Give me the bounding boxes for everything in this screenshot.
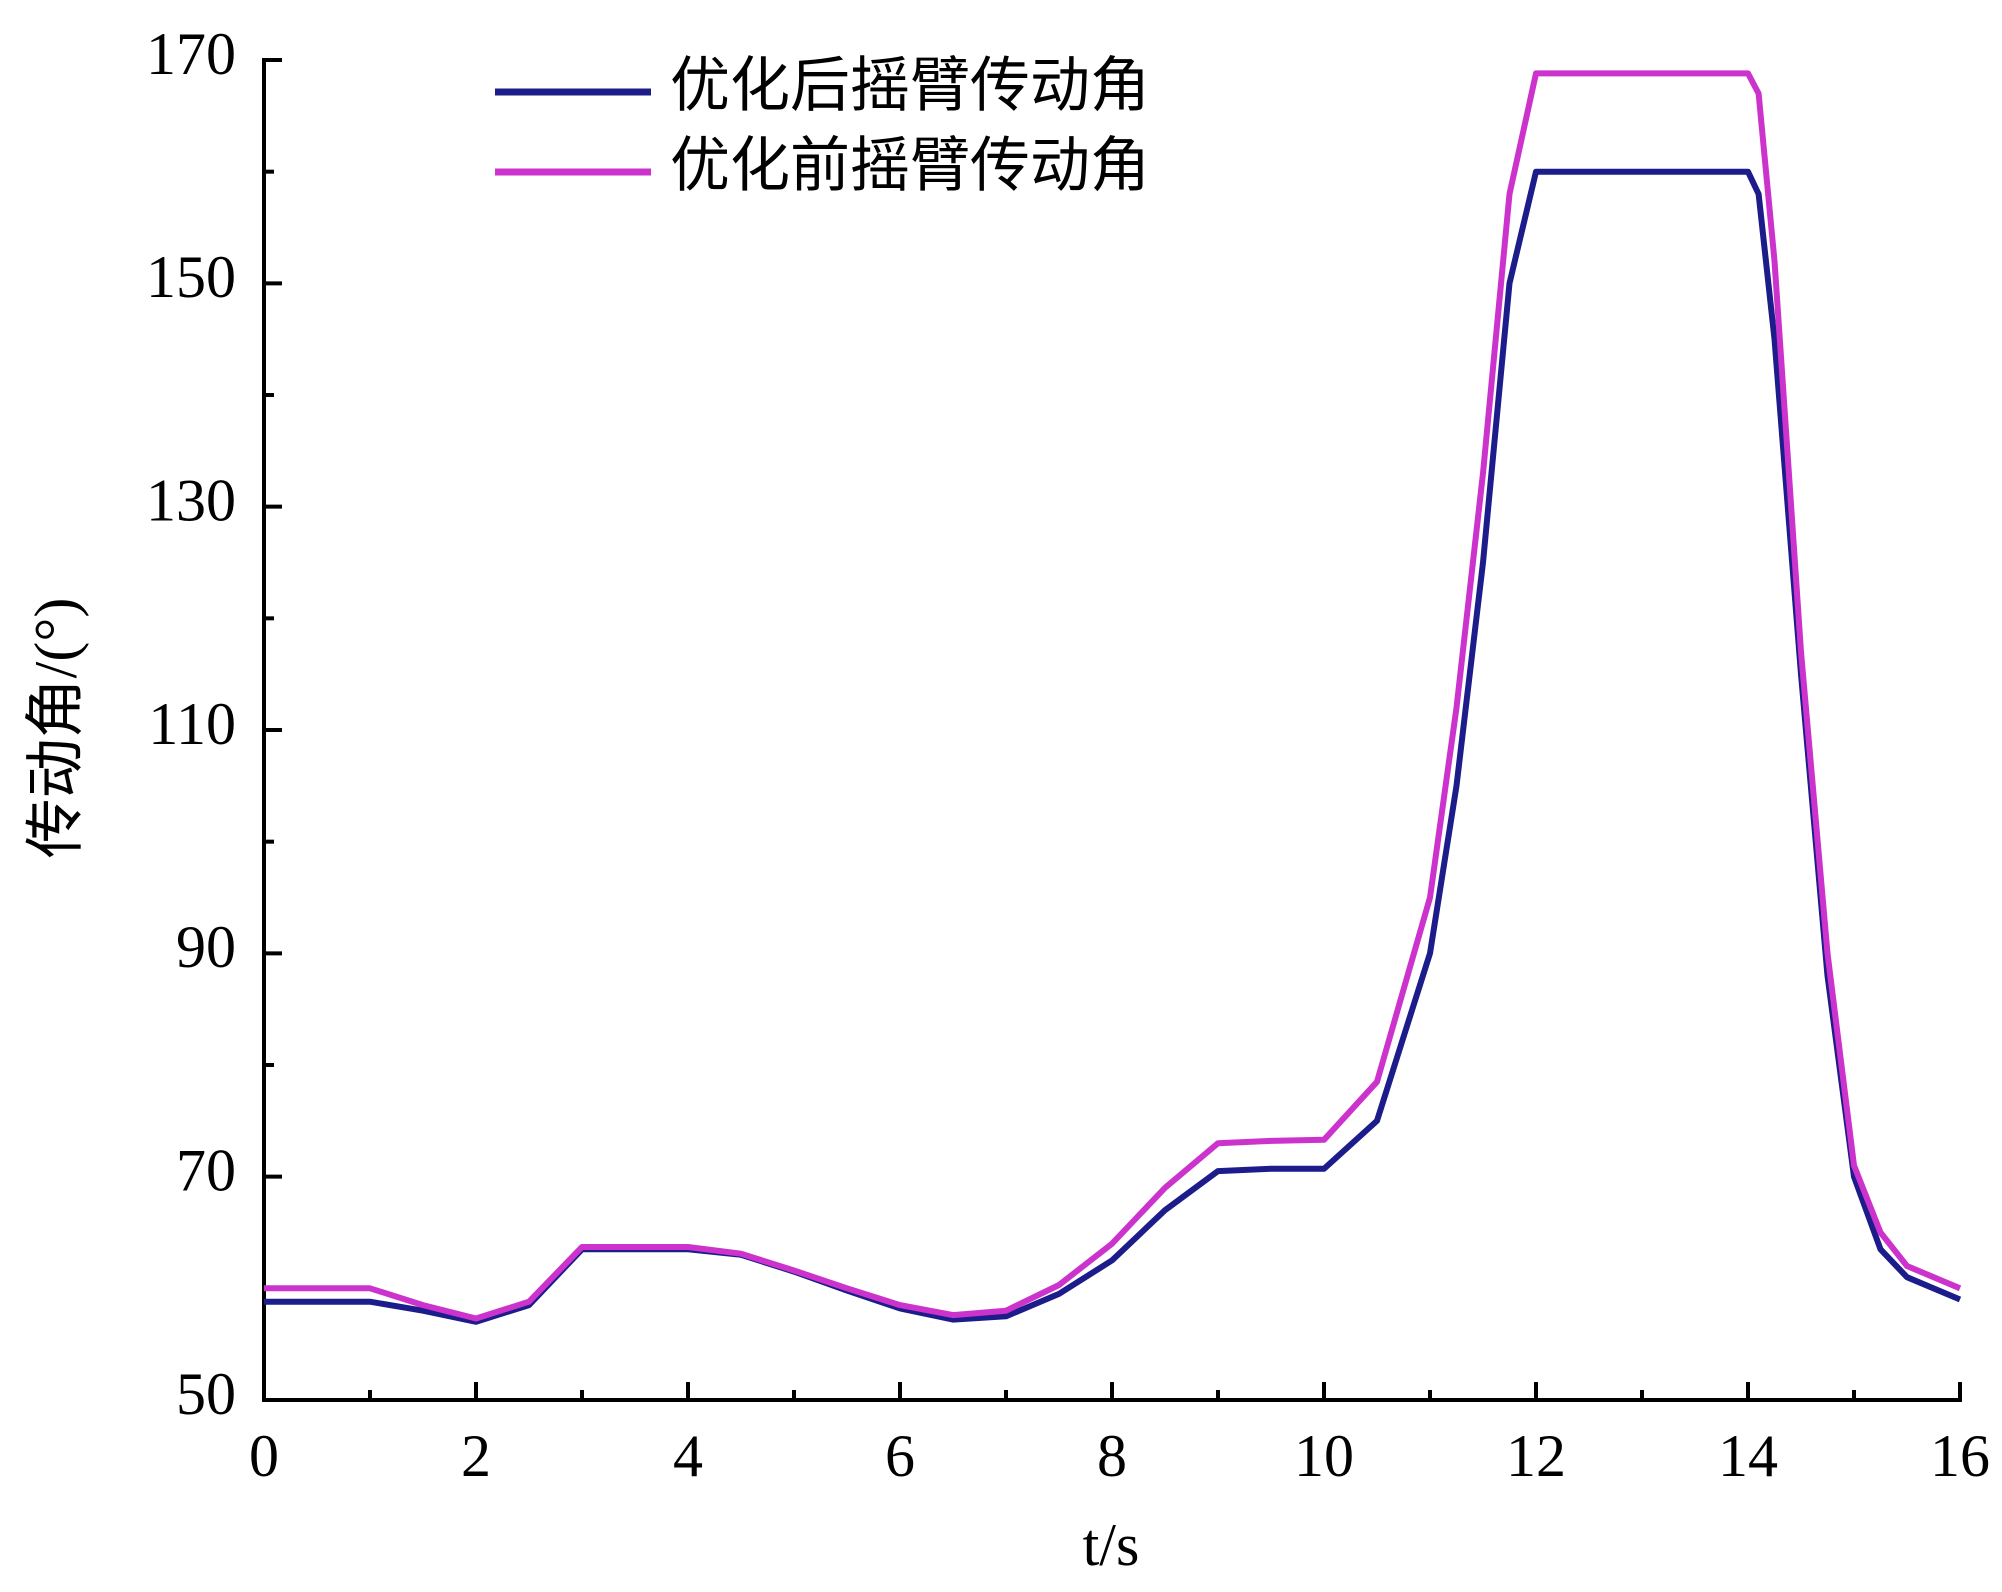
y-axis-label: 传动角/(°) — [23, 598, 89, 859]
series-line — [264, 70, 1962, 1322]
series-line — [264, 168, 1962, 1325]
legend-label: 优化前摇臂传动角 — [670, 133, 1150, 199]
y-tick-label: 170 — [146, 21, 236, 87]
x-axis-label: t/s — [1083, 1512, 1140, 1578]
y-tick-label: 50 — [176, 1361, 236, 1427]
x-tick-label: 12 — [1506, 1423, 1566, 1489]
x-tick-label: 6 — [885, 1423, 915, 1489]
x-tick-label: 4 — [673, 1423, 703, 1489]
y-tick-label: 150 — [146, 244, 236, 310]
x-tick-label: 0 — [249, 1423, 279, 1489]
x-tick-label: 14 — [1718, 1423, 1778, 1489]
legend-label: 优化后摇臂传动角 — [670, 53, 1150, 119]
y-tick-label: 70 — [176, 1137, 236, 1203]
x-tick-label: 8 — [1097, 1423, 1127, 1489]
y-tick-label: 130 — [146, 467, 236, 533]
x-tick-label: 16 — [1930, 1423, 1990, 1489]
x-tick-label: 2 — [461, 1423, 491, 1489]
y-tick-label: 90 — [176, 914, 236, 980]
x-tick-label: 10 — [1294, 1423, 1354, 1489]
y-tick-label: 110 — [148, 691, 236, 757]
